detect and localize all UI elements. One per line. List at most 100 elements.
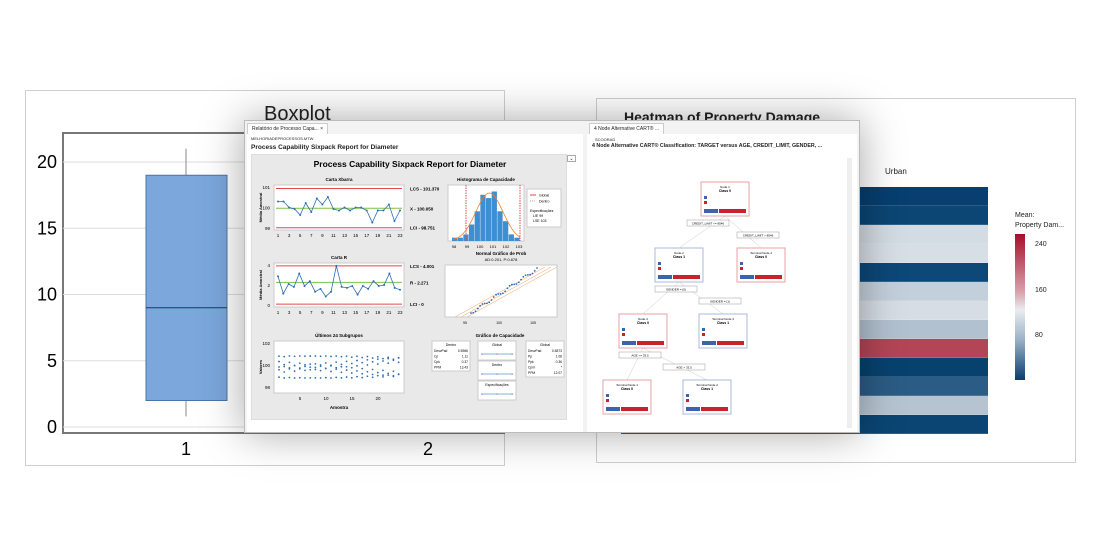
data-point (356, 293, 359, 296)
y-tick-label: 0 (267, 303, 270, 308)
class-swatch (740, 262, 743, 265)
class-swatch (704, 201, 707, 204)
node-class: Class 1 (717, 321, 729, 325)
data-point (278, 360, 280, 363)
data-point (314, 362, 317, 365)
x-tick-label: 10 (323, 396, 329, 401)
class-bar (621, 407, 648, 411)
node-title: Node 1 (720, 185, 730, 189)
stat-label: DesvPad (434, 349, 448, 353)
x-tick-label: 5 (299, 233, 302, 238)
tab-label: 4 Node Alternative CART® ... (594, 126, 660, 132)
data-point (508, 284, 511, 287)
data-point (298, 362, 301, 365)
stat-value: 0.5966 (458, 349, 468, 353)
data-point (356, 359, 358, 362)
data-point (343, 206, 346, 209)
class-bar (755, 275, 782, 279)
data-point (371, 368, 374, 371)
data-point (382, 374, 384, 377)
limit-label: LCI - 98.751 (410, 226, 436, 231)
class-bar (673, 275, 700, 279)
y-axis-label: Média Amostral (258, 270, 263, 300)
stat-label: Ppk (528, 360, 534, 364)
stat-label: Pp (528, 355, 532, 359)
close-icon[interactable]: × (320, 126, 324, 132)
capability-interval (477, 340, 517, 361)
data-point (288, 355, 291, 357)
data-point (515, 283, 518, 285)
data-point (376, 363, 379, 365)
worksheet-label: MELHORIADEPROCESSOS.MTW (251, 136, 314, 141)
report-header: Process Capability Sixpack Report for Di… (251, 144, 399, 151)
data-point (517, 281, 520, 284)
data-point (293, 364, 296, 367)
data-point (483, 302, 486, 305)
data-point (470, 312, 472, 314)
x-tick-label: 11 (331, 310, 336, 315)
collapse-button[interactable]: ⌄ (567, 155, 576, 162)
capability-interval (477, 360, 517, 381)
legend-label: Global (539, 194, 549, 198)
class-bar (637, 341, 664, 345)
data-point (345, 355, 348, 358)
fit-line (466, 266, 558, 318)
data-point (382, 376, 384, 378)
x-tick-label: 9 (321, 233, 324, 238)
data-point (371, 357, 374, 359)
data-point (330, 364, 332, 367)
x-tick-label: 15 (353, 310, 359, 315)
data-point (324, 367, 327, 370)
data-point (481, 303, 484, 305)
cart-label: SCOORAD (595, 137, 616, 142)
data-point (330, 377, 332, 379)
histogram-bar (497, 211, 503, 241)
data-point (287, 283, 290, 286)
data-point (472, 311, 475, 314)
data-point (335, 264, 338, 267)
data-point (283, 363, 286, 366)
data-point (277, 200, 279, 203)
data-point (524, 274, 527, 277)
split-label (662, 363, 706, 371)
data-point (308, 280, 311, 283)
y-tick-label: 98 (265, 385, 271, 390)
data-point (367, 287, 370, 290)
y-axis-label: Valores (258, 359, 263, 374)
scrollbar[interactable] (847, 158, 852, 428)
data-point (387, 374, 390, 376)
data-point (283, 371, 286, 373)
data-point (361, 372, 364, 375)
tab-capability-report[interactable]: Relatório de Processo Capa... × (247, 123, 329, 135)
data-point (356, 370, 358, 372)
data-point (382, 360, 384, 362)
data-point (288, 206, 291, 209)
limit-label: R - 2.271 (410, 280, 429, 285)
data-point (292, 285, 295, 288)
data-point (319, 287, 322, 290)
histogram-bar (480, 194, 486, 241)
node-class: Class 1 (673, 255, 685, 259)
x-tick-label: 3 (288, 310, 291, 315)
x-tick-label: 1 (181, 439, 191, 459)
y-tick-label: 102 (262, 341, 270, 346)
data-point (360, 206, 363, 209)
data-point (304, 355, 306, 358)
data-point (324, 362, 327, 364)
data-point (387, 362, 390, 365)
xbar-chart-plot (273, 184, 405, 231)
data-point (309, 363, 312, 365)
data-point (371, 373, 374, 376)
data-point (314, 290, 317, 293)
overall-stats-title: Global (540, 343, 550, 347)
data-point (393, 286, 396, 289)
class-bar (740, 275, 754, 279)
tab-cart[interactable]: 4 Node Alternative CART® ... (589, 123, 665, 135)
y-tick-label: 15 (37, 218, 57, 238)
stat-value: 0.36 (556, 360, 563, 364)
class-swatch (704, 196, 707, 199)
report-pane: MELHORIADEPROCESSOS.MTW Process Capabili… (247, 134, 583, 432)
stat-value: 0.5873 (552, 349, 562, 353)
data-point (309, 376, 312, 379)
